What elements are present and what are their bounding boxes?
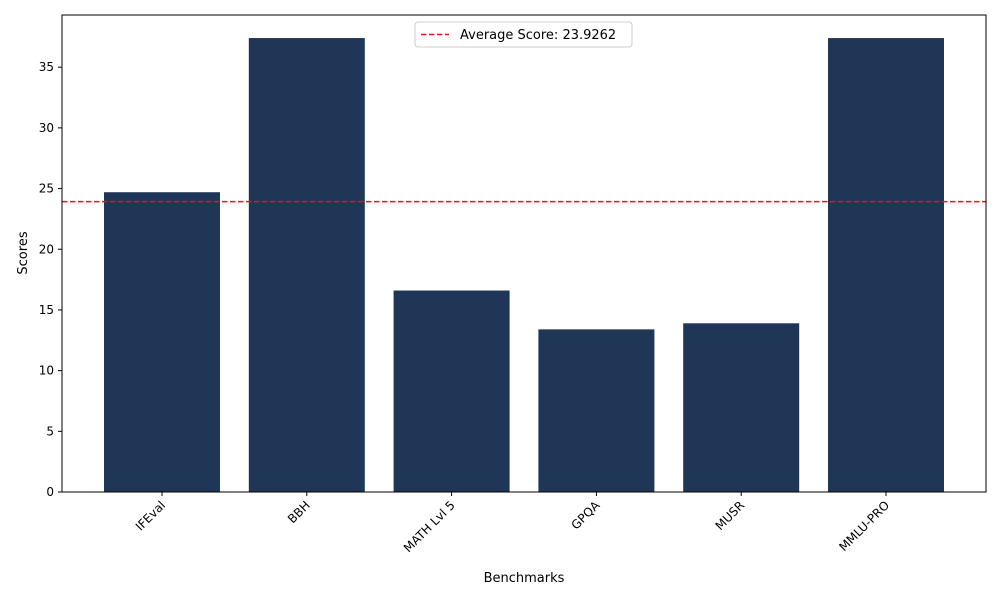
bars-group [104,38,944,493]
bar-gpqa [538,329,655,492]
bar-math-lvl-5 [393,290,510,492]
y-tick-label: 5 [46,424,54,438]
y-tick-label: 35 [39,60,54,74]
bar-musr [683,323,800,492]
x-axis-label: Benchmarks [484,571,565,586]
legend: Average Score: 23.9262 [414,21,633,48]
bar-ifeval [104,192,220,492]
y-axis: 0 5 10 15 20 25 30 35 [39,60,62,499]
y-tick-label: 15 [39,303,54,317]
y-tick-label: 25 [39,182,54,196]
plot-frame [61,14,987,493]
y-tick-label: 30 [39,121,54,135]
bar-bbh [248,38,365,493]
legend-label: Average Score: 23.9262 [460,28,616,43]
legend-box [414,21,633,48]
y-axis-label: Scores [16,231,31,274]
y-tick-label: 0 [46,485,54,499]
bar-mmlu-pro [828,38,944,493]
y-tick-label: 10 [39,364,54,378]
y-tick-label: 20 [39,242,54,256]
